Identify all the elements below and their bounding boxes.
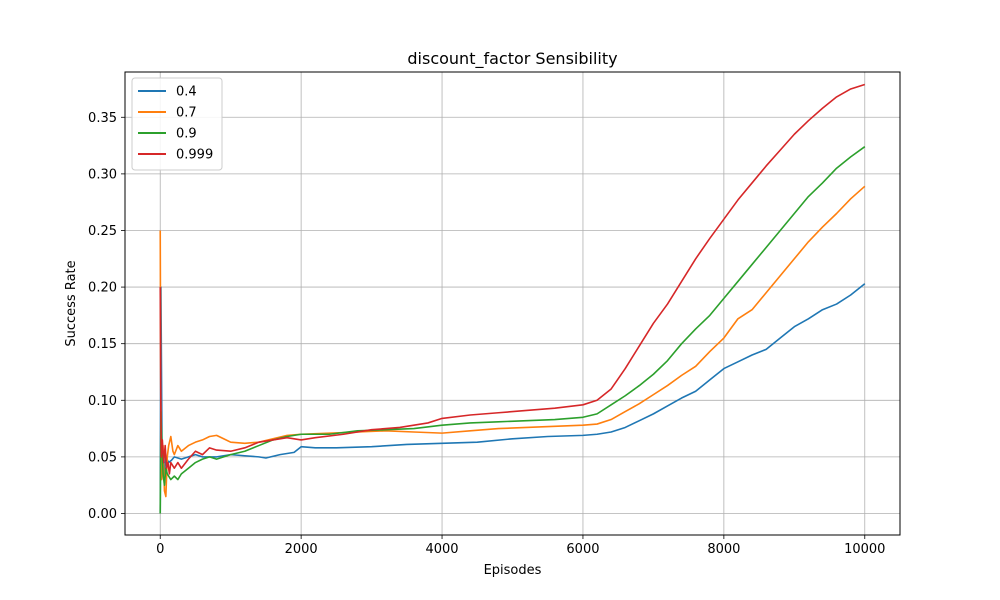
legend-box	[131, 77, 223, 171]
series-line-2	[159, 146, 866, 514]
x-tick-label: 4000	[425, 542, 458, 557]
y-tick-label: 0.00	[88, 507, 117, 522]
x-tick-label: 0	[156, 542, 164, 557]
legend-label: 0.9	[176, 127, 197, 142]
legend-label: 0.7	[176, 106, 197, 121]
legend: 0.4 0.7 0.9 0.999	[131, 77, 223, 171]
series-line-0	[159, 283, 866, 514]
series-line-3	[159, 83, 866, 475]
x-tick-label: 8000	[707, 542, 740, 557]
series-group	[159, 83, 866, 514]
y-tick-label: 0.15	[88, 337, 117, 352]
series-line-1	[159, 185, 866, 498]
y-tick-label: 0.10	[88, 394, 117, 409]
ticks: 0 2000 4000 6000 8000 10000 0.00 0.05 0.10 0.15 0.…	[88, 111, 885, 557]
x-tick-label: 10000	[844, 542, 885, 557]
legend-label: 0.4	[176, 85, 197, 100]
y-tick-label: 0.05	[88, 450, 117, 465]
y-tick-label: 0.20	[88, 281, 117, 296]
x-tick-label: 2000	[285, 542, 318, 557]
y-tick-label: 0.25	[88, 224, 117, 239]
y-tick-label: 0.30	[88, 167, 117, 182]
y-axis-label: Success Rate	[64, 260, 79, 346]
plot-frame	[124, 71, 901, 536]
legend-label: 0.999	[176, 148, 213, 163]
y-tick-label: 0.35	[88, 111, 117, 126]
chart-title: discount_factor Sensibility	[407, 49, 617, 69]
x-tick-label: 6000	[566, 542, 599, 557]
x-axis-label: Episodes	[484, 563, 542, 578]
